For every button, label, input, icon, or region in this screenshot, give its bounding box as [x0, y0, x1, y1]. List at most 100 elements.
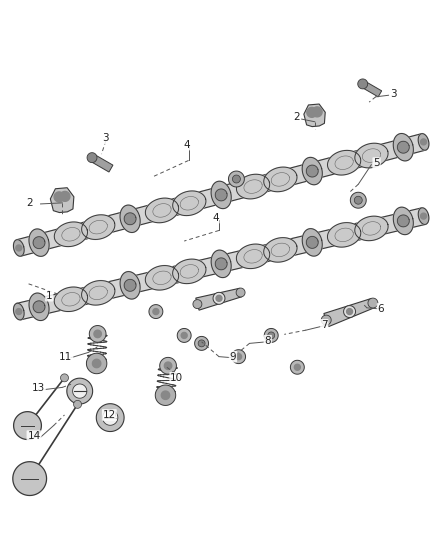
Polygon shape — [124, 213, 136, 225]
Text: 12: 12 — [102, 410, 116, 420]
Polygon shape — [124, 279, 136, 291]
Polygon shape — [358, 79, 367, 89]
Polygon shape — [237, 174, 270, 199]
Polygon shape — [54, 287, 88, 311]
Polygon shape — [236, 354, 242, 360]
Polygon shape — [368, 298, 378, 308]
Polygon shape — [87, 152, 97, 163]
Polygon shape — [215, 258, 227, 270]
Polygon shape — [90, 154, 113, 172]
Polygon shape — [307, 107, 317, 117]
Polygon shape — [215, 189, 227, 201]
Polygon shape — [145, 198, 179, 223]
Polygon shape — [54, 222, 88, 247]
Polygon shape — [29, 293, 49, 320]
Text: 11: 11 — [59, 352, 72, 361]
Polygon shape — [294, 364, 300, 370]
Polygon shape — [29, 229, 49, 256]
Polygon shape — [264, 238, 297, 262]
Text: 9: 9 — [230, 352, 236, 361]
Polygon shape — [149, 304, 163, 319]
Polygon shape — [14, 240, 24, 256]
Polygon shape — [354, 196, 362, 204]
Polygon shape — [302, 229, 322, 256]
Polygon shape — [94, 330, 101, 337]
Polygon shape — [304, 104, 325, 127]
Polygon shape — [50, 188, 74, 213]
Text: 2: 2 — [26, 198, 33, 208]
Polygon shape — [324, 298, 374, 327]
Polygon shape — [145, 265, 179, 290]
Polygon shape — [355, 143, 388, 168]
Polygon shape — [194, 336, 208, 350]
Polygon shape — [14, 303, 24, 320]
Polygon shape — [173, 191, 206, 215]
Text: 6: 6 — [378, 304, 384, 314]
Polygon shape — [17, 208, 425, 320]
Polygon shape — [173, 259, 206, 284]
Polygon shape — [120, 205, 140, 232]
Text: 13: 13 — [32, 383, 45, 393]
Polygon shape — [102, 410, 118, 425]
Polygon shape — [346, 309, 353, 314]
Polygon shape — [89, 326, 106, 342]
Polygon shape — [81, 215, 115, 239]
Polygon shape — [16, 309, 22, 314]
Polygon shape — [306, 165, 318, 177]
Polygon shape — [73, 384, 87, 398]
Polygon shape — [92, 359, 101, 368]
Polygon shape — [264, 167, 297, 192]
Text: 2: 2 — [293, 112, 300, 122]
Polygon shape — [420, 139, 427, 145]
Polygon shape — [60, 374, 68, 382]
Polygon shape — [420, 213, 427, 219]
Polygon shape — [81, 280, 115, 305]
Text: 3: 3 — [390, 88, 396, 99]
Polygon shape — [264, 328, 278, 342]
Polygon shape — [153, 309, 159, 314]
Polygon shape — [160, 358, 177, 374]
Polygon shape — [33, 237, 45, 248]
Polygon shape — [13, 462, 46, 496]
Polygon shape — [229, 171, 244, 187]
Text: 1: 1 — [46, 290, 53, 301]
Polygon shape — [193, 300, 202, 309]
Polygon shape — [236, 288, 245, 297]
Polygon shape — [181, 333, 187, 338]
Polygon shape — [96, 403, 124, 432]
Text: 7: 7 — [321, 320, 328, 330]
Polygon shape — [321, 315, 331, 325]
Polygon shape — [211, 250, 231, 278]
Polygon shape — [198, 340, 205, 347]
Polygon shape — [120, 272, 140, 299]
Polygon shape — [393, 207, 413, 235]
Polygon shape — [196, 288, 242, 310]
Polygon shape — [86, 353, 107, 374]
Polygon shape — [216, 295, 222, 301]
Polygon shape — [14, 411, 42, 440]
Polygon shape — [328, 223, 361, 247]
Polygon shape — [397, 141, 409, 153]
Polygon shape — [290, 360, 304, 374]
Polygon shape — [33, 301, 45, 313]
Polygon shape — [177, 328, 191, 342]
Polygon shape — [397, 215, 409, 227]
Polygon shape — [232, 350, 246, 364]
Polygon shape — [164, 362, 172, 369]
Polygon shape — [233, 175, 240, 183]
Polygon shape — [328, 150, 361, 175]
Polygon shape — [16, 245, 22, 251]
Polygon shape — [355, 216, 388, 241]
Polygon shape — [67, 378, 93, 404]
Polygon shape — [418, 134, 429, 150]
Polygon shape — [237, 244, 270, 269]
Polygon shape — [211, 181, 231, 208]
Text: 10: 10 — [170, 373, 184, 383]
Polygon shape — [302, 157, 322, 185]
Polygon shape — [60, 191, 70, 201]
Text: 4: 4 — [183, 140, 190, 150]
Polygon shape — [213, 292, 225, 304]
Text: 5: 5 — [373, 158, 380, 168]
Polygon shape — [74, 400, 81, 408]
Polygon shape — [17, 134, 426, 256]
